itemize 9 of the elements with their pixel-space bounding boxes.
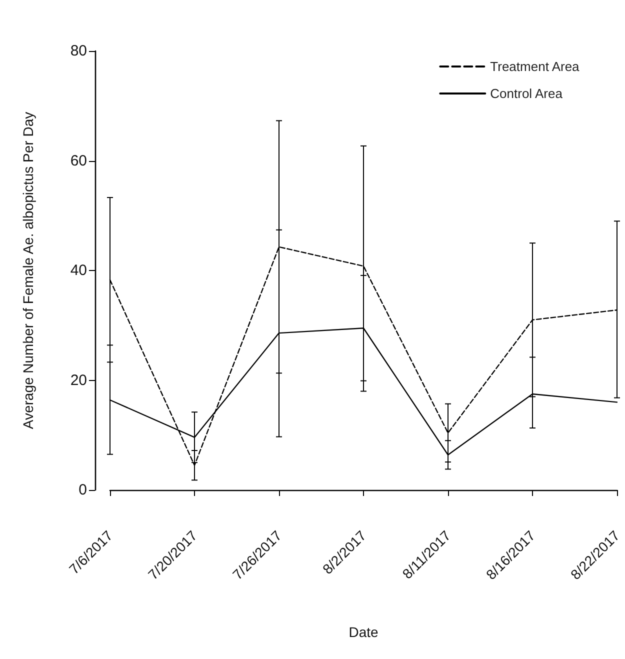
legend-label: Control Area: [490, 86, 564, 101]
y-axis-title: Average Number of Female Ae. albopictus Per Day: [20, 112, 36, 430]
y-tick-label: 0: [78, 482, 87, 498]
y-tick-label: 40: [70, 262, 87, 279]
y-tick-label: 60: [70, 152, 87, 170]
y-tick-label: 20: [70, 372, 87, 389]
x-axis-title: Date: [348, 624, 378, 640]
y-tick-label: 80: [70, 42, 87, 60]
legend-label: Treatment Area: [490, 59, 580, 74]
